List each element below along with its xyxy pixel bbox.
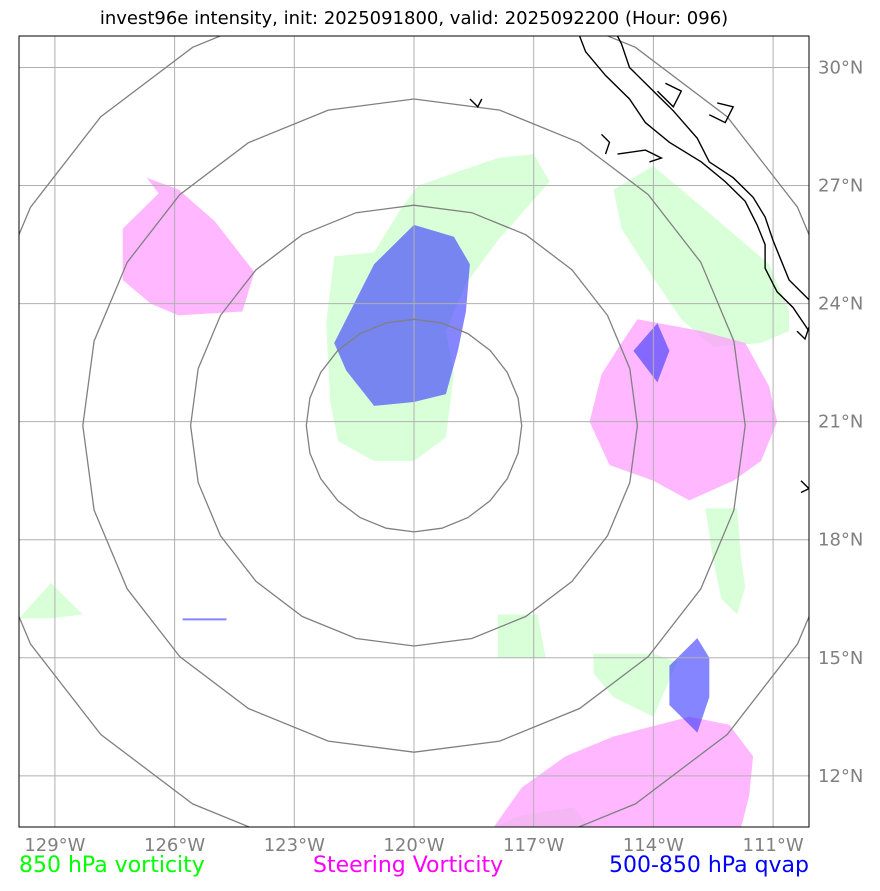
range-ring-1 bbox=[189, 204, 639, 647]
lat-tick-label: 30°N bbox=[818, 57, 863, 78]
legend-vort850: 850 hPa vorticity bbox=[19, 853, 205, 878]
coastline-6 bbox=[601, 133, 611, 155]
map-title: invest96e intensity, init: 2025091800, v… bbox=[99, 8, 729, 29]
coastline-8 bbox=[800, 480, 809, 494]
coastline-5 bbox=[469, 98, 483, 108]
coastline-1 bbox=[617, 149, 664, 163]
range-ring-0 bbox=[305, 318, 523, 533]
lat-tick-label: 12°N bbox=[818, 766, 863, 787]
vort850-region-2 bbox=[705, 508, 746, 615]
lon-tick-label: 120°W bbox=[383, 835, 444, 856]
qvap-region-0 bbox=[334, 224, 470, 406]
lon-tick-label: 114°W bbox=[623, 835, 684, 856]
lat-tick-label: 15°N bbox=[818, 648, 863, 669]
coastline-2 bbox=[616, 36, 809, 301]
lat-tick-label: 24°N bbox=[818, 294, 863, 315]
qvap-region-1 bbox=[633, 323, 670, 383]
vort850-region-5 bbox=[593, 653, 678, 717]
steering-region-2 bbox=[493, 716, 754, 827]
steering-region-0 bbox=[122, 177, 255, 316]
coastline-3 bbox=[656, 82, 683, 108]
coastline-4 bbox=[708, 102, 735, 124]
vort850-region-3 bbox=[19, 583, 83, 619]
range-ring-3 bbox=[19, 36, 809, 827]
lon-tick-label: 129°W bbox=[24, 835, 85, 856]
coastline-0 bbox=[578, 36, 809, 332]
coastline-7 bbox=[796, 326, 809, 341]
lon-tick-label: 117°W bbox=[503, 835, 564, 856]
lat-tick-label: 27°N bbox=[818, 176, 863, 197]
vort850-region-1 bbox=[613, 165, 790, 347]
lon-tick-label: 123°W bbox=[264, 835, 325, 856]
lon-tick-label: 111°W bbox=[743, 835, 804, 856]
vort850-region-4 bbox=[497, 614, 546, 658]
qvap-region-3 bbox=[182, 618, 227, 621]
steering-region-1 bbox=[589, 319, 778, 501]
legend-steering: Steering Vorticity bbox=[313, 853, 504, 878]
legend-qvap: 500-850 hPa qvap bbox=[608, 853, 809, 878]
lat-tick-label: 18°N bbox=[818, 530, 863, 551]
range-ring-2 bbox=[82, 98, 746, 753]
qvap-region-2 bbox=[669, 638, 710, 733]
map-frame bbox=[18, 35, 810, 828]
lat-tick-label: 21°N bbox=[818, 412, 863, 433]
lon-tick-label: 126°W bbox=[144, 835, 205, 856]
